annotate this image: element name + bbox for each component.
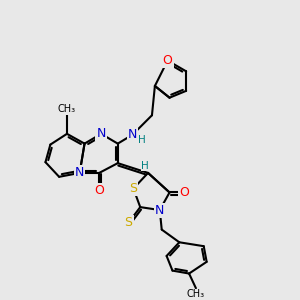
- Text: S: S: [129, 182, 137, 195]
- Text: N: N: [75, 167, 84, 179]
- Text: O: O: [163, 54, 172, 67]
- Text: CH₃: CH₃: [58, 104, 76, 114]
- Text: H: H: [141, 161, 148, 171]
- Text: O: O: [94, 184, 104, 197]
- Text: N: N: [97, 127, 106, 140]
- Text: S: S: [124, 216, 133, 229]
- Text: N: N: [155, 203, 164, 217]
- Text: N: N: [128, 128, 137, 141]
- Text: H: H: [138, 135, 146, 145]
- Text: CH₃: CH₃: [187, 289, 205, 299]
- Text: O: O: [179, 186, 189, 199]
